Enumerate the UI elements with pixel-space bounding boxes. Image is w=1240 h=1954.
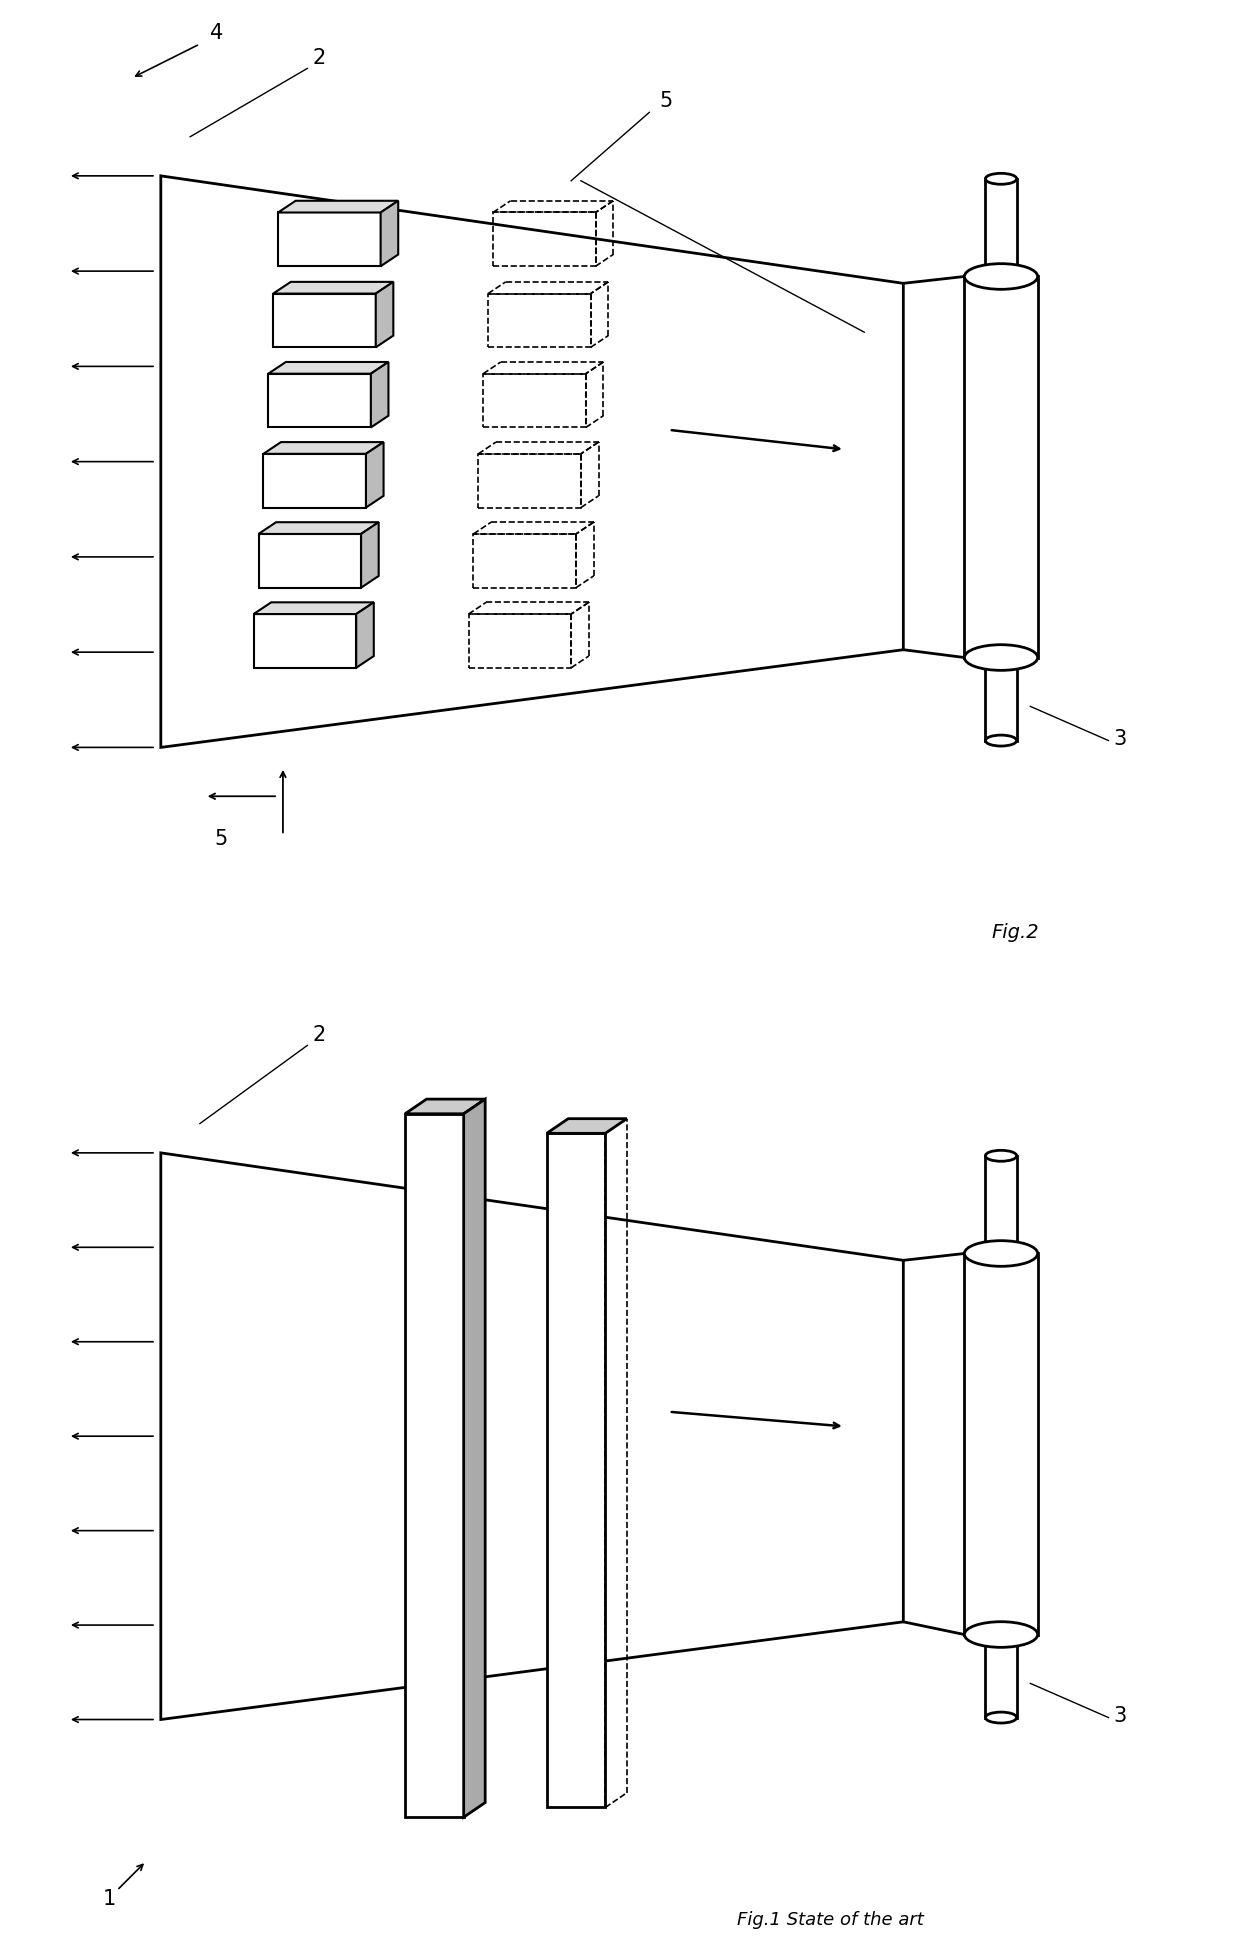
Bar bbox=[258, 533, 361, 588]
Bar bbox=[965, 1254, 1038, 1634]
Text: 5: 5 bbox=[660, 92, 672, 111]
Polygon shape bbox=[366, 442, 383, 508]
Bar bbox=[986, 1634, 1017, 1718]
Bar bbox=[263, 453, 366, 508]
Text: 3: 3 bbox=[1114, 1706, 1127, 1727]
Bar bbox=[965, 276, 1038, 657]
Text: 2: 2 bbox=[312, 1024, 325, 1045]
Ellipse shape bbox=[965, 264, 1038, 289]
Polygon shape bbox=[268, 361, 388, 373]
Text: 1: 1 bbox=[102, 1890, 115, 1909]
Polygon shape bbox=[356, 602, 373, 668]
Polygon shape bbox=[278, 201, 398, 213]
Text: Fig.1 State of the art: Fig.1 State of the art bbox=[738, 1911, 924, 1929]
Bar bbox=[469, 614, 572, 668]
Ellipse shape bbox=[965, 1241, 1038, 1266]
Bar bbox=[474, 533, 577, 588]
Ellipse shape bbox=[986, 735, 1017, 746]
Bar bbox=[494, 213, 595, 266]
Polygon shape bbox=[371, 361, 388, 428]
Bar bbox=[254, 614, 356, 668]
Polygon shape bbox=[405, 1098, 485, 1114]
Polygon shape bbox=[381, 201, 398, 266]
Bar bbox=[547, 1133, 605, 1807]
Polygon shape bbox=[263, 442, 383, 453]
Bar bbox=[268, 373, 371, 428]
Polygon shape bbox=[464, 1098, 485, 1817]
Text: 4: 4 bbox=[210, 23, 223, 43]
Polygon shape bbox=[547, 1118, 627, 1133]
Ellipse shape bbox=[965, 645, 1038, 670]
Polygon shape bbox=[376, 281, 393, 348]
Bar bbox=[986, 657, 1017, 741]
Polygon shape bbox=[254, 602, 373, 614]
Text: 5: 5 bbox=[215, 828, 228, 850]
Bar bbox=[278, 213, 381, 266]
Ellipse shape bbox=[986, 1151, 1017, 1161]
Polygon shape bbox=[273, 281, 393, 293]
Ellipse shape bbox=[986, 1712, 1017, 1723]
Bar bbox=[273, 293, 376, 348]
Bar bbox=[986, 1155, 1017, 1254]
Text: 3: 3 bbox=[1114, 729, 1127, 750]
Polygon shape bbox=[361, 522, 378, 588]
Polygon shape bbox=[258, 522, 378, 533]
Bar bbox=[479, 453, 580, 508]
Bar bbox=[986, 178, 1017, 276]
Bar bbox=[489, 293, 590, 348]
Ellipse shape bbox=[965, 1622, 1038, 1647]
Text: 2: 2 bbox=[312, 47, 325, 68]
Bar bbox=[484, 373, 585, 428]
Text: Fig.2: Fig.2 bbox=[991, 922, 1039, 942]
Bar bbox=[405, 1114, 464, 1817]
Ellipse shape bbox=[986, 174, 1017, 184]
